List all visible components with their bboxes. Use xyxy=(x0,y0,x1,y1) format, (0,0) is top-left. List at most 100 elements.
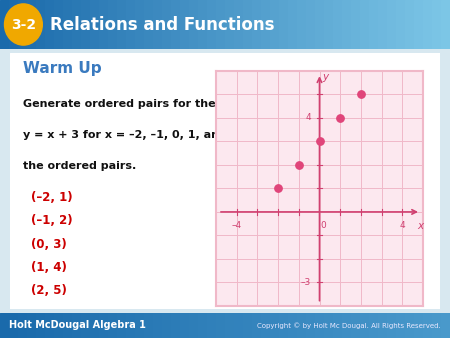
Point xyxy=(316,139,323,144)
Text: 0: 0 xyxy=(320,221,326,230)
Bar xyxy=(216,313,225,338)
Text: Warm Up: Warm Up xyxy=(23,61,101,76)
Bar xyxy=(27,0,36,49)
Bar xyxy=(360,313,369,338)
Bar xyxy=(36,313,45,338)
Bar xyxy=(63,313,72,338)
Bar xyxy=(108,313,117,338)
Text: 4: 4 xyxy=(306,114,311,122)
Bar xyxy=(405,0,414,49)
Bar xyxy=(45,0,54,49)
Text: (–2, 1): (–2, 1) xyxy=(32,191,73,204)
Text: x: x xyxy=(417,221,423,231)
Bar xyxy=(108,0,117,49)
Bar xyxy=(342,0,351,49)
Bar xyxy=(90,0,99,49)
Bar xyxy=(414,0,423,49)
Bar xyxy=(180,0,189,49)
Bar xyxy=(423,0,432,49)
Bar xyxy=(252,313,261,338)
Text: 3-2: 3-2 xyxy=(11,18,36,31)
Bar xyxy=(36,0,45,49)
Bar xyxy=(351,0,360,49)
Bar xyxy=(423,313,432,338)
Bar xyxy=(162,313,171,338)
Text: the ordered pairs.: the ordered pairs. xyxy=(23,161,136,171)
Bar xyxy=(243,0,252,49)
Bar xyxy=(27,313,36,338)
Bar xyxy=(252,0,261,49)
Text: –4: –4 xyxy=(232,221,242,230)
Bar xyxy=(369,313,378,338)
Text: –3: –3 xyxy=(301,278,311,287)
Bar xyxy=(198,313,207,338)
Bar xyxy=(216,0,225,49)
Text: Generate ordered pairs for the function: Generate ordered pairs for the function xyxy=(23,99,271,109)
Bar xyxy=(297,313,306,338)
Point xyxy=(295,162,302,168)
Bar xyxy=(72,313,81,338)
Bar xyxy=(378,313,387,338)
Bar xyxy=(81,313,90,338)
Bar xyxy=(333,0,342,49)
Bar xyxy=(324,313,333,338)
Bar xyxy=(297,0,306,49)
Bar xyxy=(135,0,144,49)
Bar xyxy=(351,313,360,338)
Bar xyxy=(270,313,279,338)
Bar xyxy=(18,0,27,49)
Text: Relations and Functions: Relations and Functions xyxy=(50,16,274,33)
Text: (–1, 2): (–1, 2) xyxy=(32,215,73,227)
Bar xyxy=(54,313,63,338)
Bar xyxy=(189,313,198,338)
Bar xyxy=(405,313,414,338)
Bar xyxy=(81,0,90,49)
Bar xyxy=(171,0,180,49)
Bar xyxy=(441,313,450,338)
Bar xyxy=(45,313,54,338)
Bar xyxy=(369,0,378,49)
Bar xyxy=(162,0,171,49)
Bar xyxy=(387,0,396,49)
Bar xyxy=(99,313,108,338)
Bar xyxy=(306,313,315,338)
Text: y: y xyxy=(323,72,329,82)
Bar xyxy=(0,0,9,49)
Text: Copyright © by Holt Mc Dougal. All Rights Reserved.: Copyright © by Holt Mc Dougal. All Right… xyxy=(257,322,441,329)
Text: Holt McDougal Algebra 1: Holt McDougal Algebra 1 xyxy=(9,320,146,330)
Text: (0, 3): (0, 3) xyxy=(32,238,67,250)
Bar xyxy=(207,0,216,49)
Bar xyxy=(261,0,270,49)
Bar xyxy=(72,0,81,49)
Bar xyxy=(18,313,27,338)
Bar xyxy=(261,313,270,338)
Bar xyxy=(90,313,99,338)
Bar xyxy=(243,313,252,338)
Bar xyxy=(315,313,324,338)
Bar xyxy=(324,0,333,49)
Bar xyxy=(225,0,234,49)
Bar xyxy=(270,0,279,49)
Bar xyxy=(360,0,369,49)
Bar xyxy=(171,313,180,338)
Bar xyxy=(333,313,342,338)
Point xyxy=(337,115,344,121)
Bar xyxy=(54,0,63,49)
Text: (2, 5): (2, 5) xyxy=(32,284,68,297)
Bar xyxy=(396,313,405,338)
Bar xyxy=(342,313,351,338)
Bar xyxy=(207,313,216,338)
Bar xyxy=(288,313,297,338)
Bar xyxy=(441,0,450,49)
Text: y = x + 3 for x = –2, –1, 0, 1, and 2. Graph: y = x + 3 for x = –2, –1, 0, 1, and 2. G… xyxy=(23,130,284,140)
Bar xyxy=(198,0,207,49)
Bar xyxy=(396,0,405,49)
Bar xyxy=(279,0,288,49)
Bar xyxy=(126,313,135,338)
Text: 4: 4 xyxy=(400,221,405,230)
Bar xyxy=(387,313,396,338)
Bar xyxy=(432,313,441,338)
Bar xyxy=(315,0,324,49)
Bar xyxy=(63,0,72,49)
Bar xyxy=(378,0,387,49)
